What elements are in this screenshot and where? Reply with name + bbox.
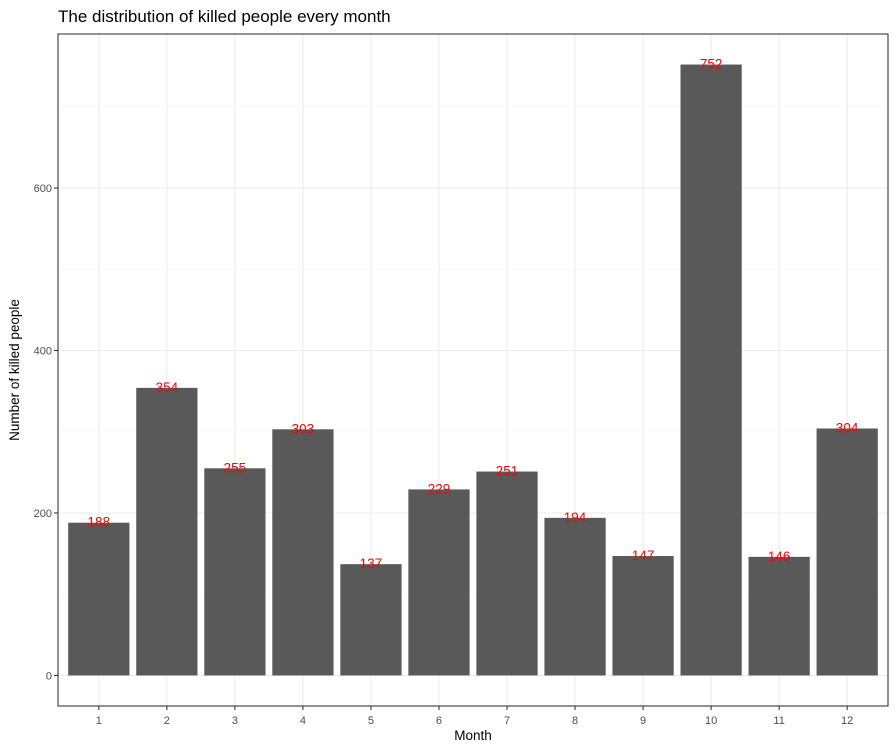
data-label-month-4: 303 bbox=[292, 421, 315, 436]
data-label-month-3: 255 bbox=[224, 460, 247, 475]
bar-month-12 bbox=[816, 428, 878, 676]
bar-month-3 bbox=[204, 468, 266, 676]
data-labels: 188 354 255 303 137 229 251 194 147 752 146 304 bbox=[88, 57, 859, 572]
x-axis-label: Month bbox=[454, 728, 492, 743]
data-label-month-6: 229 bbox=[428, 481, 451, 496]
data-label-month-5: 137 bbox=[360, 556, 383, 571]
data-label-month-1: 188 bbox=[88, 515, 111, 530]
x-tick-label: 6 bbox=[436, 715, 442, 727]
data-label-month-10: 752 bbox=[700, 57, 723, 72]
y-tick-label: 600 bbox=[34, 183, 52, 195]
x-tick-label: 4 bbox=[300, 715, 306, 727]
data-label-month-8: 194 bbox=[564, 510, 587, 525]
bar-month-1 bbox=[68, 522, 130, 676]
data-label-month-12: 304 bbox=[836, 420, 859, 435]
y-tick-label: 0 bbox=[46, 670, 52, 682]
y-tick-label: 400 bbox=[34, 346, 52, 358]
x-tick-label: 11 bbox=[773, 715, 784, 727]
data-label-month-9: 147 bbox=[632, 548, 655, 563]
bar-month-2 bbox=[136, 387, 198, 676]
bar-month-4 bbox=[272, 429, 334, 676]
x-tick-label: 1 bbox=[96, 715, 102, 727]
x-axis: 1 2 3 4 5 6 7 8 9 10 11 12 bbox=[96, 706, 853, 727]
y-axis-label: Number of killed people bbox=[7, 299, 22, 441]
x-tick-label: 3 bbox=[232, 715, 238, 727]
bar-month-5 bbox=[340, 564, 402, 676]
x-tick-label: 12 bbox=[841, 715, 853, 727]
bar-month-6 bbox=[408, 489, 470, 676]
x-tick-label: 2 bbox=[164, 715, 170, 727]
bar-month-10 bbox=[680, 64, 742, 676]
data-label-month-11: 146 bbox=[768, 549, 791, 564]
x-tick-label: 5 bbox=[368, 715, 374, 727]
data-label-month-2: 354 bbox=[156, 380, 179, 395]
y-axis: 0 200 400 600 bbox=[34, 183, 58, 682]
bar-month-9 bbox=[612, 556, 674, 676]
x-tick-label: 8 bbox=[572, 715, 578, 727]
data-label-month-7: 251 bbox=[496, 464, 519, 479]
x-tick-label: 7 bbox=[504, 715, 510, 727]
bars bbox=[68, 64, 878, 676]
x-tick-label: 10 bbox=[705, 715, 717, 727]
bar-month-11 bbox=[748, 556, 810, 676]
panel-border bbox=[57, 33, 889, 707]
bar-month-7 bbox=[476, 471, 538, 676]
x-tick-label: 9 bbox=[640, 715, 646, 727]
chart-title: The distribution of killed people every … bbox=[58, 7, 391, 26]
bar-month-8 bbox=[544, 517, 606, 676]
y-tick-label: 200 bbox=[34, 508, 52, 520]
